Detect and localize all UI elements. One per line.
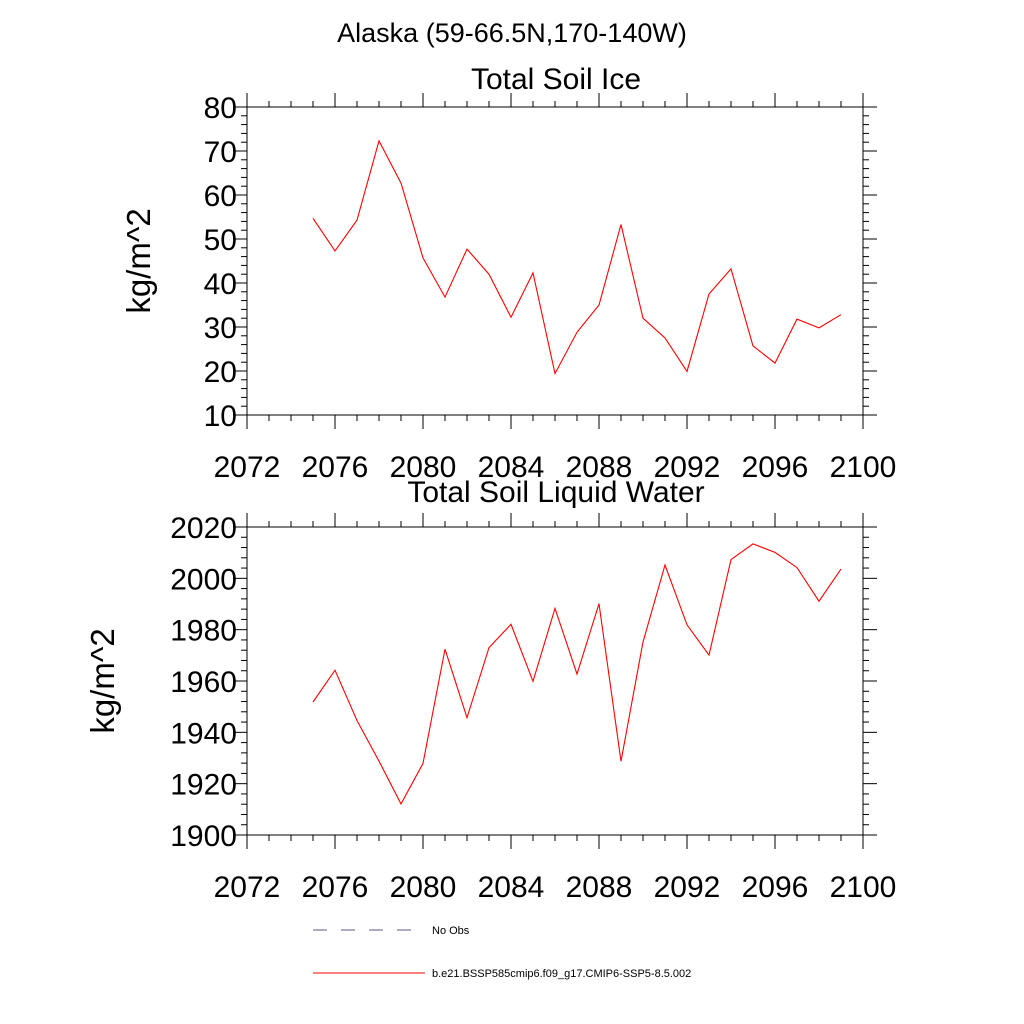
data-point (554, 373, 555, 374)
data-point (532, 272, 533, 273)
data-point (466, 717, 467, 718)
data-point (774, 362, 775, 363)
x-tick-label: 2088 (566, 451, 633, 484)
data-point (356, 720, 357, 721)
data-point (400, 183, 401, 184)
legend-label-model-run: b.e21.BSSP585cmip6.f09_g17.CMIP6-SSP5-8.… (432, 968, 691, 980)
panel-total-soil-ice: Total Soil Ice kg/m^2 2072 2076 2080 2084 20… (120, 63, 896, 484)
y-tick-label: 1960 (170, 666, 237, 699)
y-axis-label: kg/m^2 (84, 628, 121, 733)
x-tick-label: 2072 (214, 451, 281, 484)
data-point (510, 317, 511, 318)
x-tick-label: 2072 (214, 871, 281, 904)
y-tick-label: 80 (204, 92, 237, 125)
x-tick-label: 2100 (830, 451, 897, 484)
data-point (444, 296, 445, 297)
data-point (598, 304, 599, 305)
x-tick-label: 2096 (742, 871, 809, 904)
data-point (620, 224, 621, 225)
data-point (840, 568, 841, 569)
data-point (686, 624, 687, 625)
data-point (488, 647, 489, 648)
data-point (378, 140, 379, 141)
data-point (378, 760, 379, 761)
data-point (796, 567, 797, 568)
data-point (642, 641, 643, 642)
series-line (312, 139, 842, 376)
data-point (752, 543, 753, 544)
figure-supertitle: Alaska (59-66.5N,170-140W) (337, 18, 687, 48)
panel-title: Total Soil Liquid Water (407, 476, 704, 509)
panel-total-soil-liquid-water: Total Soil Liquid Water kg/m^2 2072 2076 2… (84, 476, 896, 904)
y-tick-label: 70 (204, 136, 237, 169)
legend: No Obs b.e21.BSSP585cmip6.f09_g17.CMIP6-… (313, 925, 691, 980)
data-point (444, 649, 445, 650)
data-point (818, 601, 819, 602)
x-tick-label: 2084 (478, 871, 545, 904)
data-point (510, 624, 511, 625)
data-point (664, 337, 665, 338)
data-point (312, 701, 313, 702)
y-tick-label: 2000 (170, 563, 237, 596)
y-tick-label: 2020 (170, 512, 237, 545)
y-tick-label: 1940 (170, 717, 237, 750)
y-tick-label: 1980 (170, 615, 237, 648)
data-point (576, 332, 577, 333)
series-line (312, 543, 842, 806)
y-tick-label: 50 (204, 224, 237, 257)
y-tick-label: 10 (204, 400, 237, 433)
data-point (422, 763, 423, 764)
data-point (334, 250, 335, 251)
data-point (620, 761, 621, 762)
data-point (664, 564, 665, 565)
data-point (554, 608, 555, 609)
x-tick-label: 2076 (302, 871, 369, 904)
y-tick-label: 20 (204, 356, 237, 389)
plot-area: 2072 2076 2080 2084 2088 2092 2096 2100 10 20 30 40… (204, 92, 897, 484)
data-point (840, 314, 841, 315)
data-point (730, 559, 731, 560)
x-tick-label: 2076 (302, 451, 369, 484)
data-point (466, 249, 467, 250)
data-point (422, 257, 423, 258)
y-tick-label: 30 (204, 312, 237, 345)
y-tick-label: 1900 (170, 820, 237, 853)
data-point (774, 552, 775, 553)
data-point (532, 681, 533, 682)
y-tick-label: 60 (204, 180, 237, 213)
plot-frame (246, 106, 864, 416)
x-tick-label: 2096 (742, 451, 809, 484)
panel-title: Total Soil Ice (471, 63, 641, 96)
data-point (686, 371, 687, 372)
data-point (642, 318, 643, 319)
data-point (796, 318, 797, 319)
data-point (752, 345, 753, 346)
y-axis-label: kg/m^2 (120, 208, 157, 313)
x-tick-label: 2084 (478, 451, 545, 484)
data-point (356, 219, 357, 220)
x-tick-label: 2092 (654, 451, 721, 484)
x-tick-label: 2088 (566, 871, 633, 904)
data-point (488, 274, 489, 275)
data-point (730, 268, 731, 269)
legend-label-no-obs: No Obs (432, 925, 470, 937)
plot-area: 2072 2076 2080 2084 2088 2092 2096 2100 1900 1920… (170, 512, 896, 904)
data-point (708, 293, 709, 294)
y-tick-label: 40 (204, 268, 237, 301)
x-tick-label: 2080 (390, 451, 457, 484)
data-point (818, 327, 819, 328)
data-point (334, 670, 335, 671)
y-tick-label: 1920 (170, 769, 237, 802)
x-tick-label: 2100 (830, 871, 897, 904)
x-tick-label: 2092 (654, 871, 721, 904)
data-point (708, 654, 709, 655)
data-point (400, 803, 401, 804)
data-point (312, 218, 313, 219)
x-tick-label: 2080 (390, 871, 457, 904)
data-point (576, 673, 577, 674)
data-point (598, 603, 599, 604)
